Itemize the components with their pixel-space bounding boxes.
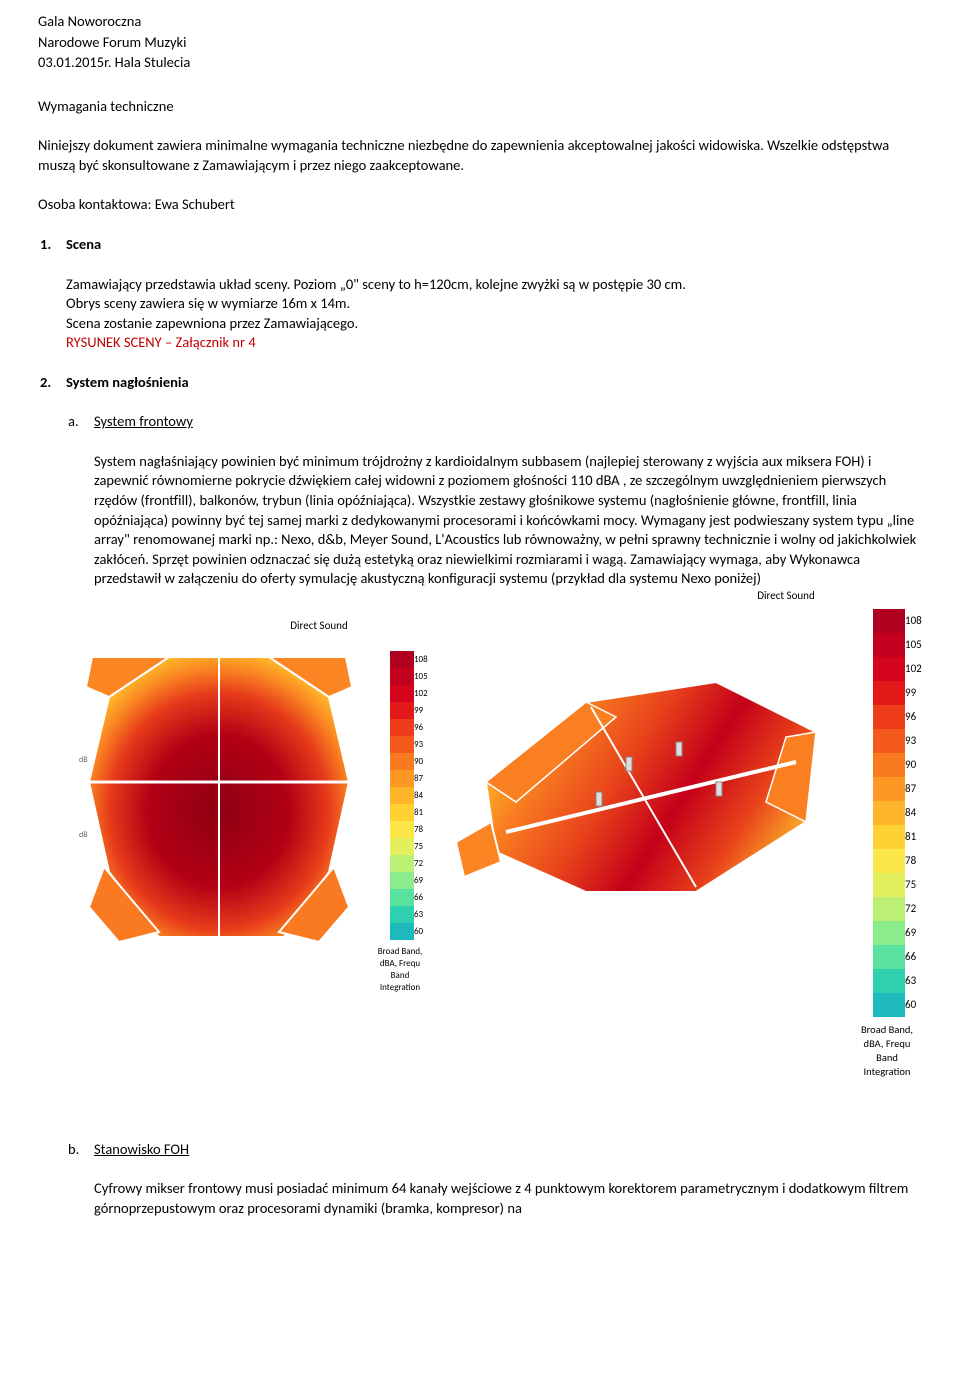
item-naglosnienie: 2.System nagłośnienia a.System frontowy …	[66, 373, 922, 1218]
coverage-map-3d-icon	[446, 662, 846, 922]
color-scale-right: 1081051029996939087848178757269666360 Br…	[852, 609, 922, 1080]
body-line: Zamawiający przedstawia układ sceny. Poz…	[66, 275, 922, 295]
scale-step: 72	[390, 855, 414, 872]
scale-step: 60	[873, 993, 905, 1017]
color-scale-left: 1081051029996939087848178757269666360 Br…	[370, 651, 430, 995]
scale-step: 78	[390, 821, 414, 838]
header-line-2: Narodowe Forum Muzyki	[38, 33, 922, 53]
scale-step: 60	[390, 923, 414, 940]
scale-step: 63	[390, 906, 414, 923]
sub-body: Cyfrowy mikser frontowy musi posiadać mi…	[94, 1179, 922, 1218]
sub-item-system-frontowy: a.System frontowy System nagłaśniający p…	[94, 412, 922, 1079]
scale-step: 72	[873, 897, 905, 921]
scale-step: 105	[390, 668, 414, 685]
scale-step: 75	[390, 838, 414, 855]
coverage-map-top-icon: dB dB	[74, 642, 364, 952]
item-title: Scena	[66, 235, 101, 253]
scale-step: 102	[390, 685, 414, 702]
sub-title: System frontowy	[94, 412, 193, 430]
scale-step: 81	[390, 804, 414, 821]
body-line: Scena zostanie zapewniona przez Zamawiaj…	[66, 314, 922, 334]
sim-right-diagram-col: Direct Sound	[446, 619, 846, 922]
sub-list: a.System frontowy System nagłaśniający p…	[66, 412, 922, 1218]
scale-step: 105	[873, 633, 905, 657]
sim-title-right: Direct Sound	[757, 589, 814, 604]
scale-step: 108	[873, 609, 905, 633]
item-title: System nagłośnienia	[66, 373, 189, 391]
scale-step: 99	[873, 681, 905, 705]
scale-step: 81	[873, 825, 905, 849]
scale-step: 69	[390, 872, 414, 889]
scale-step: 87	[390, 770, 414, 787]
scale-step: 96	[390, 719, 414, 736]
scale-step: 93	[390, 736, 414, 753]
sub-item-stanowisko-foh: b.Stanowisko FOH Cyfrowy mikser frontowy…	[94, 1140, 922, 1219]
svg-text:dB: dB	[79, 755, 88, 765]
scale-step: 108	[390, 651, 414, 668]
scale-step: 66	[873, 945, 905, 969]
scale-step: 66	[390, 889, 414, 906]
scale-step: 90	[390, 753, 414, 770]
scale-step: 75	[873, 873, 905, 897]
svg-text:dB: dB	[79, 830, 88, 840]
scale-step: 102	[873, 657, 905, 681]
header-line-1: Gala Noworoczna	[38, 12, 922, 32]
scale-step: 69	[873, 921, 905, 945]
sim-panel-left: Direct Sound	[74, 619, 430, 995]
contact-line: Osoba kontaktowa: Ewa Schubert	[38, 195, 922, 215]
scale-step: 99	[390, 702, 414, 719]
item-number: 2.	[40, 373, 66, 393]
item-body: Zamawiający przedstawia układ sceny. Poz…	[66, 275, 922, 353]
scale-step: 96	[873, 705, 905, 729]
scale-step: 84	[390, 787, 414, 804]
scale-step: 90	[873, 753, 905, 777]
sub-letter: b.	[68, 1140, 94, 1160]
section-title: Wymagania techniczne	[38, 97, 922, 117]
scale-step: 78	[873, 849, 905, 873]
scale-step: 63	[873, 969, 905, 993]
sub-body: System nagłaśniający powinien być minimu…	[94, 452, 922, 589]
body-line-red: RYSUNEK SCENY – Załącznik nr 4	[66, 333, 922, 353]
item-number: 1.	[40, 235, 66, 255]
doc-header: Gala Noworoczna Narodowe Forum Muzyki 03…	[38, 12, 922, 73]
scale-step: 87	[873, 777, 905, 801]
scale-caption-left: Broad Band, dBA, Frequ Band Integration	[370, 946, 430, 995]
header-line-3: 03.01.2015r. Hala Stulecia	[38, 53, 922, 73]
sub-letter: a.	[68, 412, 94, 432]
simulation-figures: Direct Sound	[94, 619, 922, 1080]
sub-title: Stanowisko FOH	[94, 1140, 189, 1158]
scale-step: 84	[873, 801, 905, 825]
body-line: Obrys sceny zawiera się w wymiarze 16m x…	[66, 294, 922, 314]
sim-panel-right: Direct Sound	[446, 619, 922, 1080]
scale-caption-right: Broad Band, dBA, Frequ Band Integration	[852, 1023, 922, 1080]
main-list: 1.Scena Zamawiający przedstawia układ sc…	[38, 235, 922, 1218]
sim-left-diagram-col: Direct Sound	[74, 619, 364, 952]
intro-para: Niniejszy dokument zawiera minimalne wym…	[38, 136, 922, 175]
scale-step: 93	[873, 729, 905, 753]
item-scena: 1.Scena Zamawiający przedstawia układ sc…	[66, 235, 922, 353]
sim-title-left: Direct Sound	[290, 619, 347, 634]
